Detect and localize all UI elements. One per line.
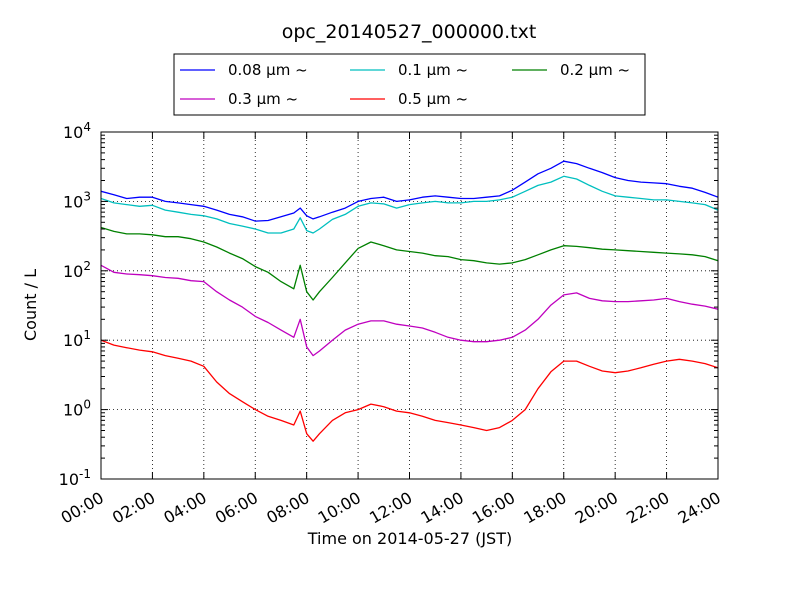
legend-label-5: 0.5 μm ~ [398, 90, 468, 108]
y-tick-base: 10 [63, 331, 83, 350]
legend-label-1: 0.08 μm ~ [228, 61, 308, 79]
x-axis-label: Time on 2014-05-27 (JST) [307, 529, 512, 548]
y-tick-exponent: 2 [83, 259, 91, 273]
y-tick-exponent: 0 [83, 398, 91, 412]
y-axis-label: Count / L [21, 269, 40, 341]
grid [101, 132, 718, 479]
y-tick-exponent: 4 [83, 120, 91, 134]
y-tick-base: 10 [59, 470, 79, 489]
y-tick-exponent: -1 [79, 467, 91, 481]
y-tick-exponent: 1 [83, 328, 91, 342]
series-group [101, 160, 718, 442]
y-tick-label: 102 [63, 259, 91, 281]
y-tick-base: 10 [63, 123, 83, 142]
y-tick-base: 10 [63, 192, 83, 211]
y-tick-label: 101 [63, 328, 91, 350]
y-tick-base: 10 [63, 262, 83, 281]
series-line-1 [101, 160, 718, 222]
legend-box [173, 53, 646, 116]
series-line-2 [101, 175, 718, 234]
series-line-5 [101, 339, 718, 442]
y-tick-exponent: 3 [83, 189, 91, 203]
y-tick-label: 10-1 [59, 467, 91, 489]
y-tick-base: 10 [63, 401, 83, 420]
legend-label-2: 0.1 μm ~ [398, 61, 468, 79]
legend: 0.08 μm ~ 0.1 μm ~ 0.2 μm ~ 0.3 μm ~ 0.5 μm … [173, 53, 646, 116]
y-tick-label: 100 [63, 398, 91, 420]
series-line-4 [101, 264, 718, 357]
legend-label-3: 0.2 μm ~ [560, 61, 630, 79]
y-tick-label: 103 [63, 189, 91, 211]
y-tick-label: 104 [63, 120, 91, 142]
chart-title: opc_20140527_000000.txt [282, 21, 537, 43]
ticks [100, 131, 719, 480]
legend-label-4: 0.3 μm ~ [228, 90, 298, 108]
series-line-3 [101, 226, 718, 301]
